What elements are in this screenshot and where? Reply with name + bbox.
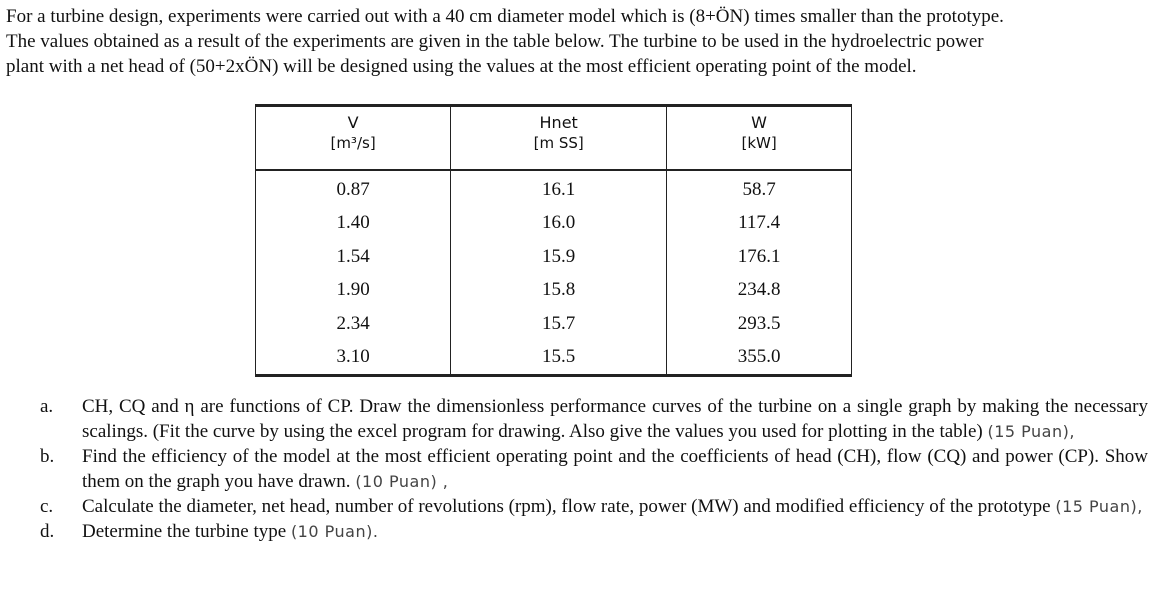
table-cell: 293.5: [666, 307, 852, 341]
question-letter: c.: [40, 496, 54, 517]
question-d: d. Determine the turbine type (10 Puan).: [40, 519, 1148, 544]
question-text: Calculate the diameter, net head, number…: [82, 496, 1051, 517]
question-a: a. CH, CQ and η are functions of CP. Dra…: [40, 394, 1148, 444]
column-header-net-head: Hnet [m SS]: [450, 105, 668, 171]
intro-line-3: plant with a net head of (50+2xÖN) will …: [6, 56, 917, 77]
experiment-data-table: V [m³/s] Hnet [m SS] W [kW] 0.87 16.1 58…: [254, 104, 852, 377]
table-cell: 1.40: [254, 206, 452, 240]
table-cell: 15.9: [450, 240, 668, 274]
table-row: 1.40 16.0 117.4: [254, 206, 852, 240]
question-b: b. Find the efficiency of the model at t…: [40, 444, 1148, 494]
question-points: (10 Puan).: [290, 522, 379, 541]
question-points: (10 Puan) ,: [355, 472, 449, 491]
table-cell: 0.87: [254, 170, 452, 207]
intro-line-1: For a turbine design, experiments were c…: [6, 6, 1004, 27]
table-cell: 117.4: [666, 206, 852, 240]
table-cell: 1.90: [254, 273, 452, 307]
table-cell: 15.8: [450, 273, 668, 307]
question-letter: a.: [40, 396, 54, 417]
table-row: 3.10 15.5 355.0: [254, 340, 852, 376]
table-cell: 355.0: [666, 340, 852, 376]
table-cell: 16.1: [450, 170, 668, 207]
question-text: CH, CQ and η are functions of CP. Draw t…: [82, 396, 1148, 442]
table-row: 1.90 15.8 234.8: [254, 273, 852, 307]
table-cell: 15.5: [450, 340, 668, 376]
table-cell: 16.0: [450, 206, 668, 240]
table-cell: 15.7: [450, 307, 668, 341]
table-cell: 2.34: [254, 307, 452, 341]
column-header-power: W [kW]: [666, 105, 852, 171]
table-cell: 58.7: [666, 170, 852, 207]
table-row: 1.54 15.9 176.1: [254, 240, 852, 274]
question-text: Determine the turbine type: [82, 521, 287, 542]
table-header-row: V [m³/s] Hnet [m SS] W [kW]: [254, 105, 852, 171]
question-text: Find the efficiency of the model at the …: [82, 446, 1148, 492]
intro-line-2: The values obtained as a result of the e…: [6, 31, 984, 52]
question-points: (15 Puan),: [987, 422, 1075, 441]
table-cell: 3.10: [254, 340, 452, 376]
column-header-flow: V [m³/s]: [254, 105, 452, 171]
table-cell: 1.54: [254, 240, 452, 274]
question-c: c. Calculate the diameter, net head, num…: [40, 494, 1148, 519]
table-cell: 234.8: [666, 273, 852, 307]
table-cell: 176.1: [666, 240, 852, 274]
question-letter: b.: [40, 446, 55, 467]
question-letter: d.: [40, 521, 55, 542]
table-row: 0.87 16.1 58.7: [254, 170, 852, 207]
question-list: a. CH, CQ and η are functions of CP. Dra…: [40, 394, 1148, 544]
table-row: 2.34 15.7 293.5: [254, 307, 852, 341]
problem-statement: For a turbine design, experiments were c…: [6, 4, 1152, 79]
question-points: (15 Puan),: [1055, 497, 1143, 516]
